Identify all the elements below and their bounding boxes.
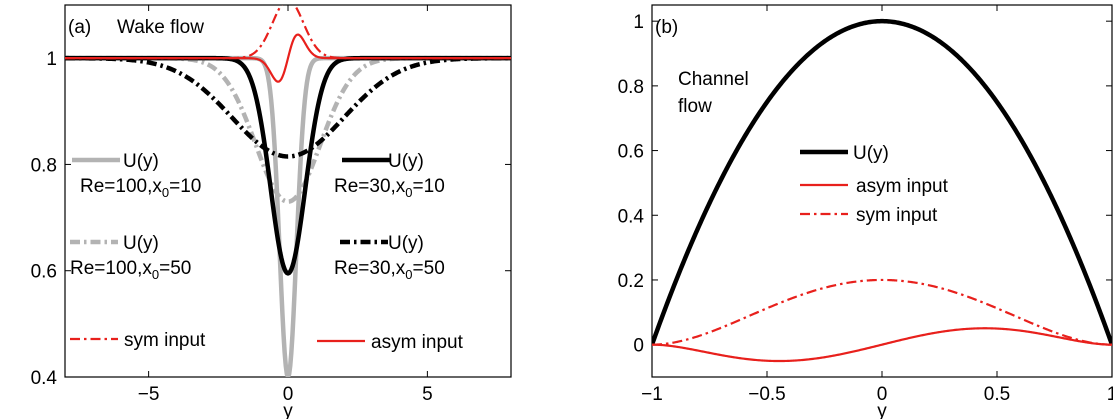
series-line [65,33,511,83]
panel-title: flow [678,96,712,117]
series-group [65,5,511,377]
legend-label: U(y) [123,233,159,254]
legend-label: U(y) [388,233,424,254]
x-axis-label: y [283,401,293,419]
x-tick-label: −5 [138,384,160,405]
legend-label: U(y) [388,151,424,172]
y-tick-label: 0.6 [31,262,57,283]
legend-label: Re=30,x0=10 [334,176,445,200]
x-tick-label: 0.5 [984,384,1010,405]
panel-label: (a) [68,17,91,38]
legend-label: asym input [371,332,464,353]
x-tick-label: 5 [422,384,433,405]
legend-label: Re=100,x0=10 [80,176,201,200]
legend-label: Re=30,x0=50 [334,258,445,282]
y-tick-label: 0.8 [31,155,57,176]
y-tick-label: 0.4 [618,206,645,227]
legend-label: U(y) [853,143,889,164]
series-line [652,18,1112,346]
legend-label: Re=100,x0=50 [70,258,191,282]
series-line [65,55,511,159]
x-tick-label: 0 [877,384,888,405]
x-tick-label: −0.5 [748,384,786,405]
panel-label: (b) [655,17,678,38]
y-tick-label: 1 [633,12,644,33]
x-tick-label: −1 [641,384,663,405]
x-tick-label: 0 [283,384,294,405]
series-line [652,327,1112,363]
legend-label: asym input [856,176,949,197]
y-tick-label: 0.8 [618,77,644,98]
panel-b-channel-flow: −1 −0.5 0 0.5 1 0 0.2 0.4 0.6 0.8 1 y (b) Channel flow… [618,4,1113,419]
series-line [652,278,1112,346]
panel-title: Channel [678,69,749,90]
panel-a-wake-flow: −5 0 5 0.4 0.6 0.8 1 y (a) Wake flow U(y) Re=100,x0… [31,4,512,419]
x-axis-label: y [877,401,887,419]
y-tick-label: 0.4 [31,368,58,389]
panel-title: Wake flow [117,17,204,38]
y-tick-label: 0.2 [618,271,644,292]
series-group [652,18,1112,363]
legend-label: sym input [124,330,206,351]
x-tick-label: 1 [1107,384,1113,405]
y-tick-label: 1 [46,49,57,70]
legend-label: U(y) [123,151,159,172]
y-tick-label: 0 [633,336,644,357]
y-tick-label: 0.6 [618,142,644,163]
legend-label: sym input [856,205,938,226]
